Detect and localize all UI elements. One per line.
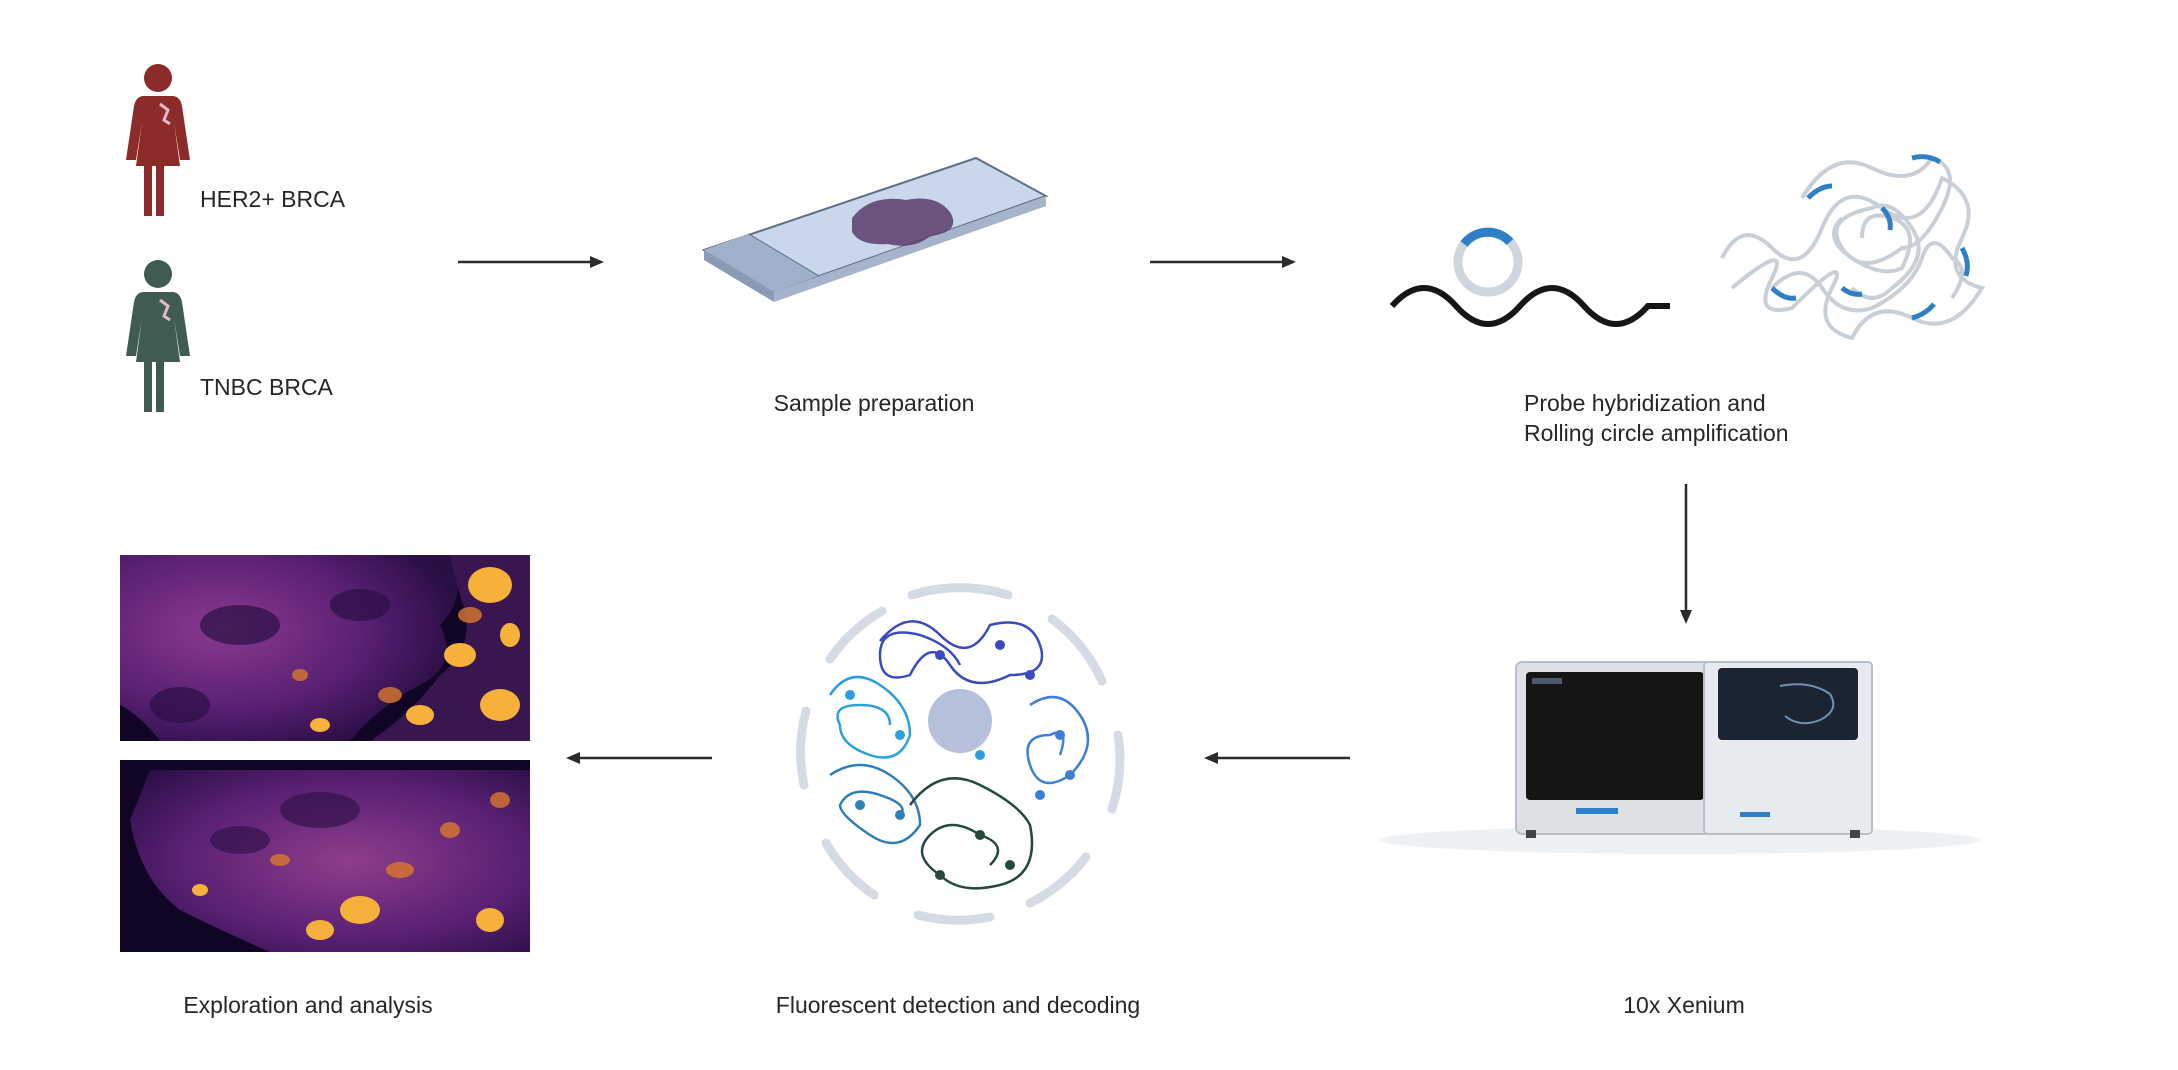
tnbc-woman-figure-icon (126, 260, 190, 412)
rca-product-icon (1720, 154, 1986, 341)
tnbc-label: TNBC BRCA (200, 374, 333, 400)
exploration-label: Exploration and analysis (183, 992, 433, 1018)
heatmap-image-icon (120, 760, 530, 952)
fluorescent-label: Fluorescent detection and decoding (775, 992, 1141, 1018)
heatmap-image-icon (120, 555, 530, 741)
her2-woman-figure-icon (126, 64, 190, 216)
arrow-right-icon (1150, 256, 1296, 268)
xenium-instrument-icon (1380, 661, 1980, 854)
sample-label: Sample preparation (773, 390, 975, 416)
probe-label-line1: Probe hybridization and (1524, 390, 1766, 416)
fluorescent-cell-icon (796, 583, 1125, 925)
xenium-label: 10x Xenium (1623, 992, 1745, 1018)
her2-label: HER2+ BRCA (200, 186, 346, 212)
arrow-left-icon (566, 752, 712, 764)
arrow-left-icon (1204, 752, 1350, 764)
probe-label-line2: Rolling circle amplification (1524, 420, 1789, 446)
arrow-right-icon (458, 256, 604, 268)
padlock-probe-icon (1389, 227, 1670, 327)
tissue-slide-icon (701, 156, 1049, 302)
arrow-down-icon (1680, 484, 1692, 624)
